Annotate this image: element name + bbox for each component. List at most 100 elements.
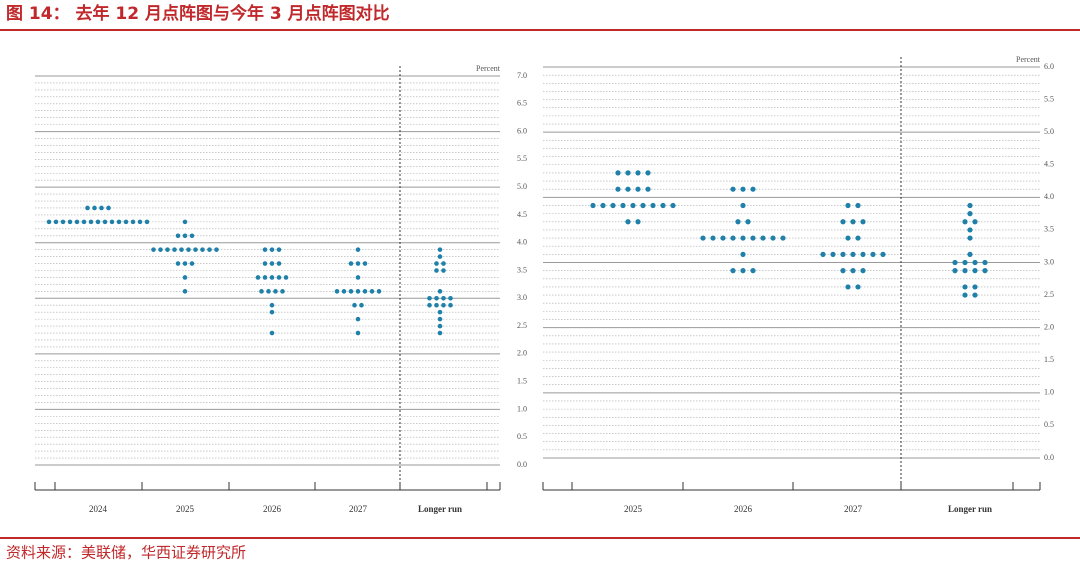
x-tick-label: 2026 — [734, 504, 753, 514]
dot — [855, 235, 861, 241]
dot — [92, 205, 97, 211]
dot — [182, 233, 188, 239]
dot — [269, 302, 275, 308]
dot — [175, 233, 181, 239]
dot — [437, 323, 443, 329]
x-tick-label: 2027 — [349, 504, 368, 514]
dot — [972, 292, 978, 298]
y-tick-label: 5.0 — [517, 182, 527, 191]
dot — [189, 261, 195, 266]
dot — [376, 289, 382, 294]
y-tick-label: 3.0 — [1044, 257, 1054, 266]
dot — [840, 219, 846, 225]
dot — [193, 247, 198, 252]
dot — [214, 247, 219, 252]
dot — [186, 247, 191, 252]
dot — [276, 275, 282, 280]
dot — [123, 219, 129, 225]
y-tick-label: 2.5 — [1044, 290, 1054, 299]
dot — [845, 235, 851, 241]
dot — [334, 289, 340, 294]
y-tick-label: 2.0 — [1044, 322, 1054, 331]
dot — [830, 251, 836, 257]
dot — [362, 289, 368, 294]
dot — [46, 219, 52, 225]
dot — [434, 268, 439, 273]
dot — [207, 247, 212, 252]
x-tick-label: Longer run — [418, 504, 462, 514]
y-tick-label: 0.0 — [517, 460, 527, 469]
dot — [750, 186, 756, 192]
dot — [434, 261, 439, 266]
dot — [341, 289, 347, 294]
dot — [840, 251, 846, 257]
dot — [427, 302, 432, 308]
dot — [276, 261, 282, 266]
dot — [355, 247, 361, 252]
dot — [262, 275, 268, 280]
dot — [369, 289, 375, 294]
x-tick-label: 2025 — [176, 504, 195, 514]
dot — [645, 170, 651, 176]
dot — [730, 186, 736, 192]
x-tick-label: 2027 — [844, 504, 863, 514]
dot — [972, 284, 978, 290]
dot — [962, 259, 968, 266]
dot — [85, 205, 90, 211]
y-tick-label: 7.0 — [517, 71, 527, 80]
y-tick-label: 0.5 — [517, 432, 527, 441]
y-tick-label: 6.0 — [1044, 62, 1054, 71]
dot — [650, 202, 656, 209]
dot — [750, 268, 756, 274]
dot — [53, 219, 59, 225]
dot — [182, 219, 188, 225]
dot — [962, 292, 968, 298]
y-tick-label: 3.5 — [517, 265, 527, 274]
dot — [735, 219, 741, 225]
dot — [200, 247, 205, 252]
dot — [427, 295, 432, 301]
dot — [437, 330, 443, 336]
dot — [740, 202, 746, 209]
y-tick-label: 6.5 — [517, 99, 527, 108]
dot — [740, 235, 746, 241]
dot — [962, 268, 968, 274]
dot — [645, 186, 651, 192]
dot — [610, 202, 616, 209]
dot — [660, 202, 666, 209]
dot — [441, 261, 446, 266]
y-tick-label: 2.0 — [517, 349, 527, 358]
y-tick-label: 4.5 — [1044, 160, 1054, 169]
x-tick-label: 2026 — [263, 504, 282, 514]
dot — [255, 275, 261, 280]
dot — [635, 170, 641, 176]
dot — [175, 261, 181, 266]
dot — [151, 247, 156, 252]
dot — [952, 268, 958, 274]
y-tick-label: 0.5 — [1044, 420, 1054, 429]
dot — [967, 211, 973, 217]
dot — [355, 275, 361, 280]
dot — [437, 316, 443, 322]
figure-title: 图 14： 去年 12 月点阵图与今年 3 月点阵图对比 — [6, 3, 390, 24]
dot — [600, 202, 606, 209]
dot — [269, 330, 275, 336]
source: 资料来源：美联储，华西证券研究所 — [6, 544, 246, 562]
dot — [99, 205, 104, 211]
y-tick-label: 4.5 — [517, 210, 527, 219]
dot — [590, 202, 596, 209]
dot — [962, 219, 968, 225]
dot — [850, 268, 856, 274]
dot — [109, 219, 115, 225]
x-tick-label: 2024 — [89, 504, 108, 514]
dot — [262, 261, 268, 266]
dot — [967, 227, 973, 233]
y-tick-label: 1.0 — [517, 404, 527, 413]
dot — [700, 235, 706, 241]
y-tick-label: 1.0 — [1044, 388, 1054, 397]
dot — [972, 259, 978, 266]
dot — [880, 251, 886, 257]
dot — [182, 275, 188, 280]
dot — [982, 259, 988, 266]
y-tick-label: 1.5 — [1044, 355, 1054, 364]
